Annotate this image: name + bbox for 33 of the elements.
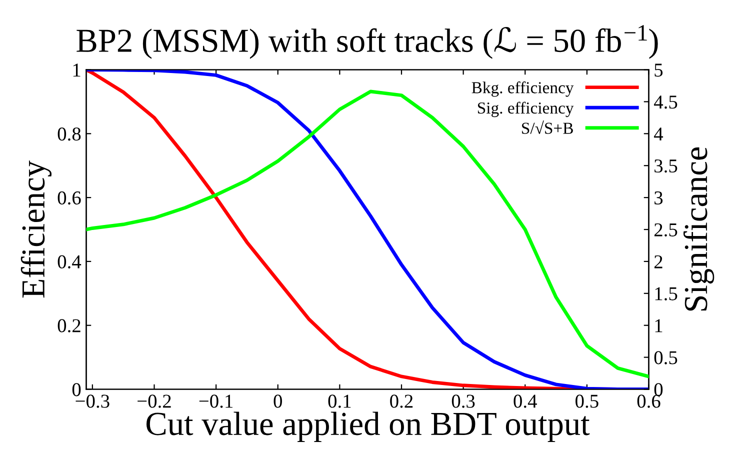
legend-label: S/√S+B: [522, 120, 573, 134]
y2-axis-title: Significance: [683, 147, 714, 311]
y-tick-label: 0: [72, 383, 81, 396]
y2-tick-label: 4.5: [654, 96, 678, 109]
y-axis-title: Efficiency: [20, 160, 52, 298]
y2-tick-label: 4: [654, 128, 664, 140]
y-tick-label: 0.4: [58, 255, 82, 268]
y2-tick-label: 2.5: [654, 223, 678, 237]
y2-tick-label: 3.5: [654, 159, 678, 173]
x-tick-label: 0.1: [328, 394, 351, 408]
y-tick-label: 0.6: [58, 191, 81, 205]
x-tick-label: −0.1: [199, 394, 233, 408]
x-axis-title: Cut value applied on BDT output: [146, 412, 590, 442]
x-tick-label: 0.4: [514, 394, 537, 408]
y-tick-label: 1: [73, 64, 80, 76]
y2-tick-label: 2: [654, 255, 662, 268]
x-tick-label: −0.3: [76, 394, 110, 408]
x-tick-label: −0.2: [138, 394, 171, 408]
y2-tick-label: 1: [655, 319, 662, 332]
x-tick-label: 0.3: [452, 394, 475, 408]
y2-tick-label: 0.5: [654, 351, 678, 364]
y2-tick-label: 0: [654, 383, 663, 396]
x-tick-label: 0.6: [637, 394, 660, 408]
legend-label: Sig. efficiency: [478, 102, 574, 118]
y2-tick-label: 5: [654, 64, 663, 77]
legend-label: Bkg. efficiency: [472, 81, 574, 97]
y2-tick-label: 1.5: [655, 287, 678, 300]
x-tick-label: 0: [274, 394, 282, 408]
x-tick-label: 0.2: [390, 394, 413, 408]
y-tick-label: 0.8: [58, 127, 81, 141]
y-tick-label: 0.2: [58, 319, 80, 332]
y2-tick-label: 3: [654, 191, 663, 204]
x-tick-label: 0.5: [576, 394, 598, 408]
